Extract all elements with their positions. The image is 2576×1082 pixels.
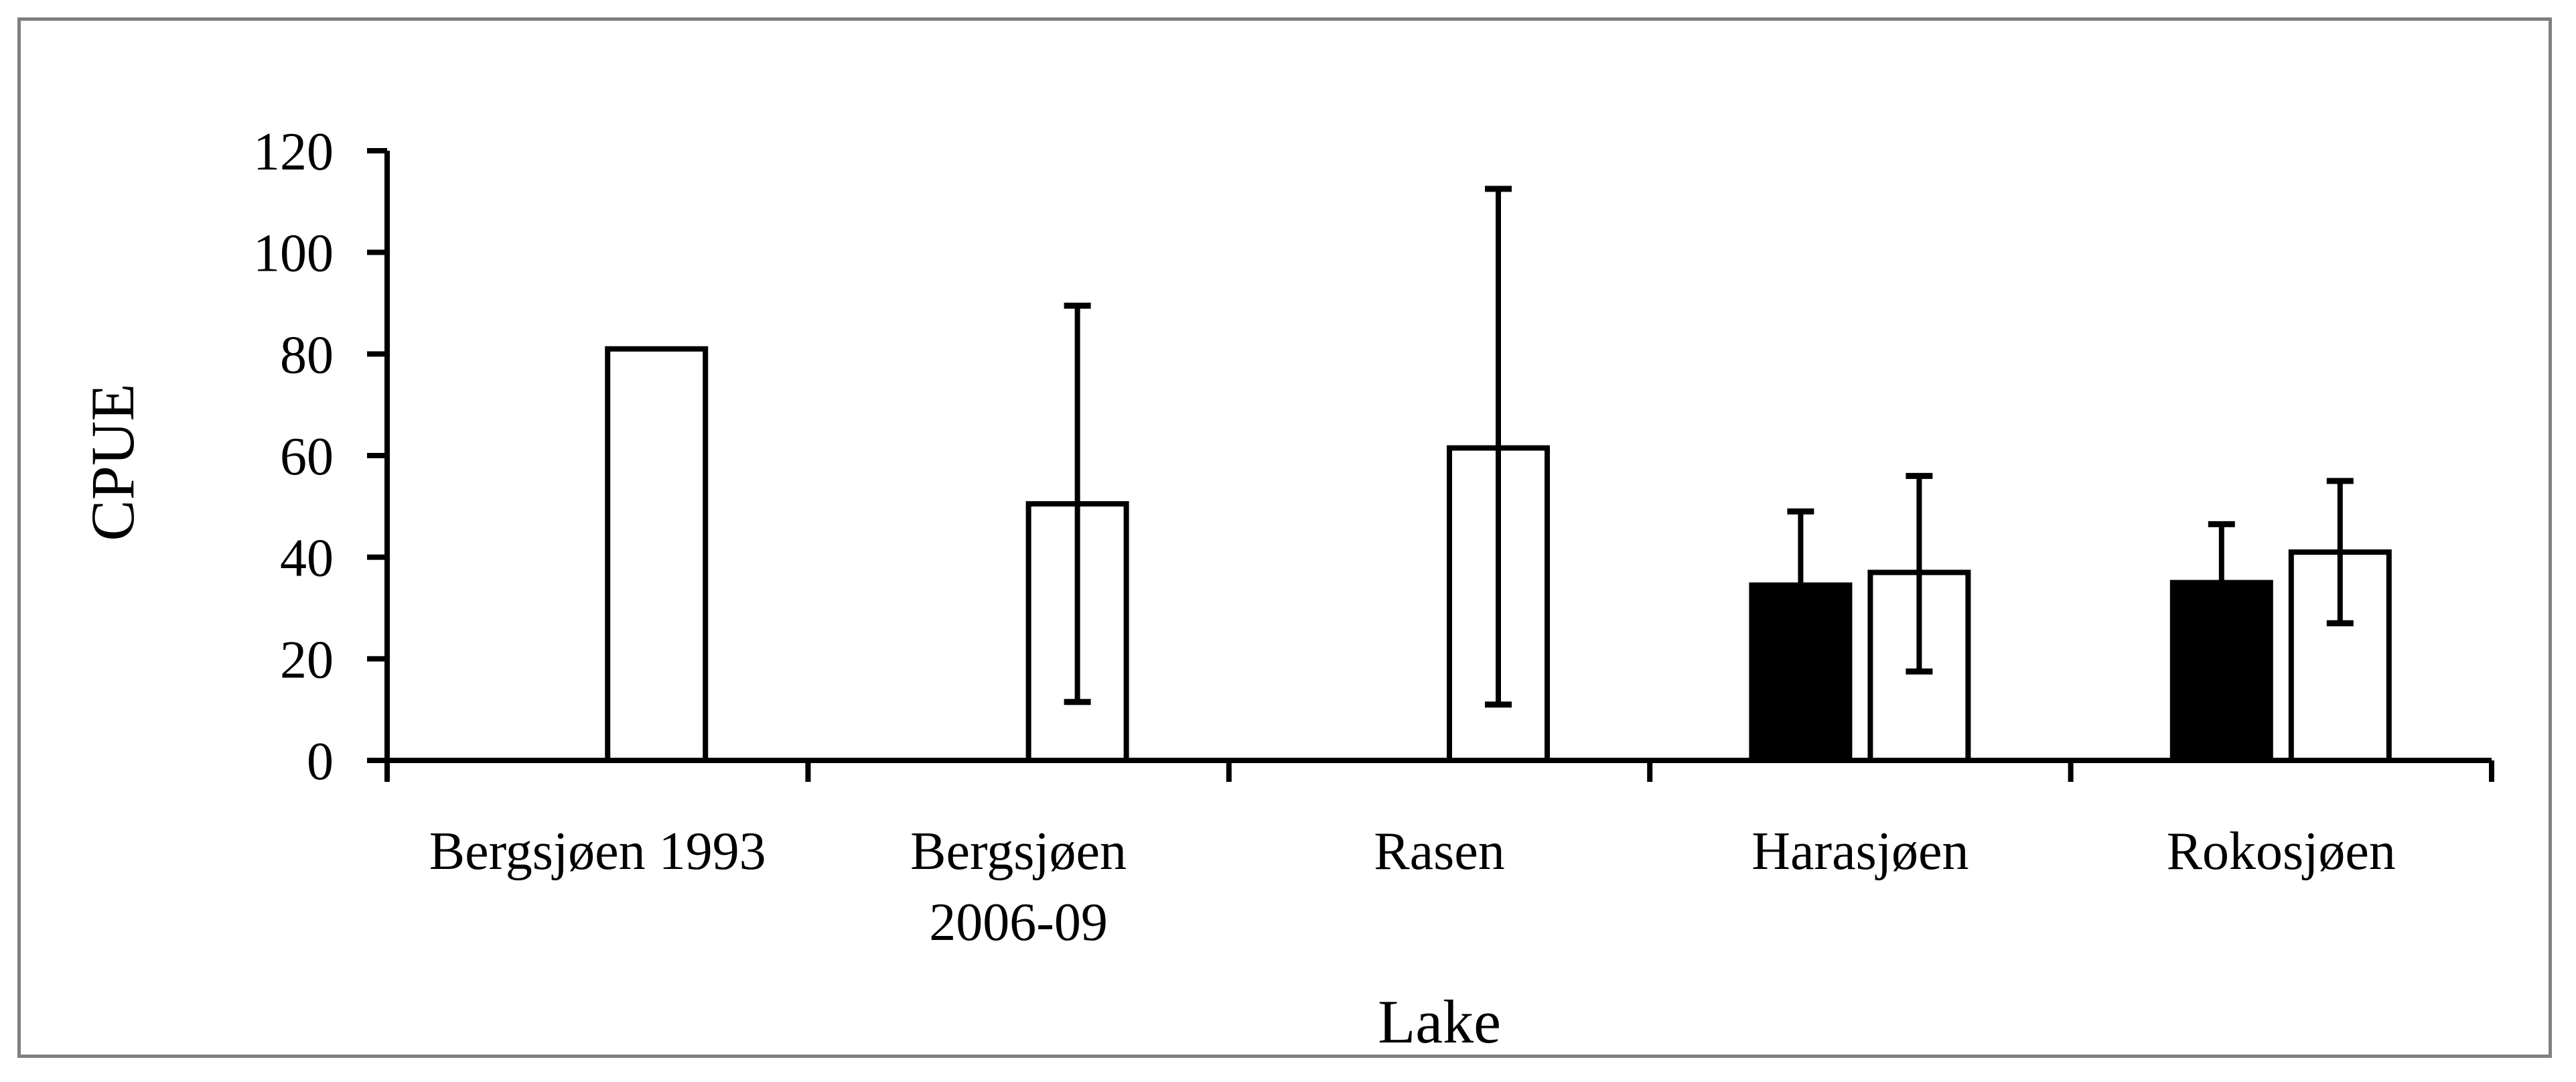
y-tick-label: 80 <box>280 326 334 385</box>
y-tick-label: 60 <box>280 427 334 486</box>
x-category-label-5: Rokosjøen <box>2167 822 2396 881</box>
y-tick-label: 0 <box>307 732 334 791</box>
figure-frame <box>17 17 2552 1058</box>
bar-series-white-1 <box>605 346 709 763</box>
y-tick-label: 20 <box>280 630 334 689</box>
y-tick-label: 40 <box>280 529 334 588</box>
x-category-label-2: Bergsjøen <box>910 822 1127 881</box>
y-tick-label: 100 <box>253 224 334 283</box>
bar-series-black-5 <box>2169 580 2273 763</box>
x-category-label-1: Bergsjøen 1993 <box>429 822 766 881</box>
bar-series-black-4 <box>1749 582 1853 763</box>
x-axis-title: Lake <box>1378 988 1501 1056</box>
y-tick-label: 120 <box>253 123 334 182</box>
x-category-label-4: Harasjøen <box>1751 822 1969 881</box>
y-axis-title: CPUE <box>78 383 147 541</box>
x-category-label-3: Rasen <box>1374 822 1505 881</box>
x-category-label-2: 2006-09 <box>929 893 1108 952</box>
